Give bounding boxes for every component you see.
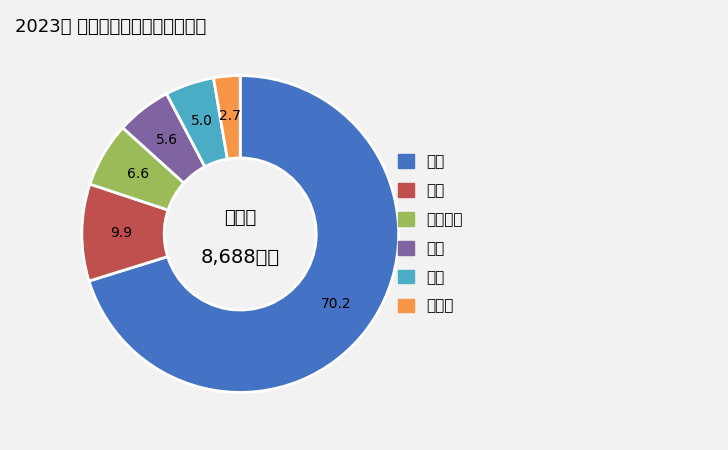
Wedge shape [123,94,205,183]
Text: 9.9: 9.9 [111,226,132,240]
Wedge shape [90,128,184,210]
Text: 2023年 輸出相手国のシェア（％）: 2023年 輸出相手国のシェア（％） [15,18,206,36]
Legend: 米国, 韓国, イタリア, 中国, 香港, その他: 米国, 韓国, イタリア, 中国, 香港, その他 [398,154,462,314]
Wedge shape [167,78,227,166]
Text: 総　額: 総 額 [224,209,256,227]
Text: 6.6: 6.6 [127,167,149,181]
Text: 8,688万円: 8,688万円 [201,248,280,267]
Text: 5.6: 5.6 [157,133,178,147]
Wedge shape [82,184,168,281]
Text: 2.7: 2.7 [219,108,241,123]
Wedge shape [89,76,399,392]
Wedge shape [213,76,240,159]
Text: 70.2: 70.2 [320,297,351,311]
Text: 5.0: 5.0 [191,114,213,129]
